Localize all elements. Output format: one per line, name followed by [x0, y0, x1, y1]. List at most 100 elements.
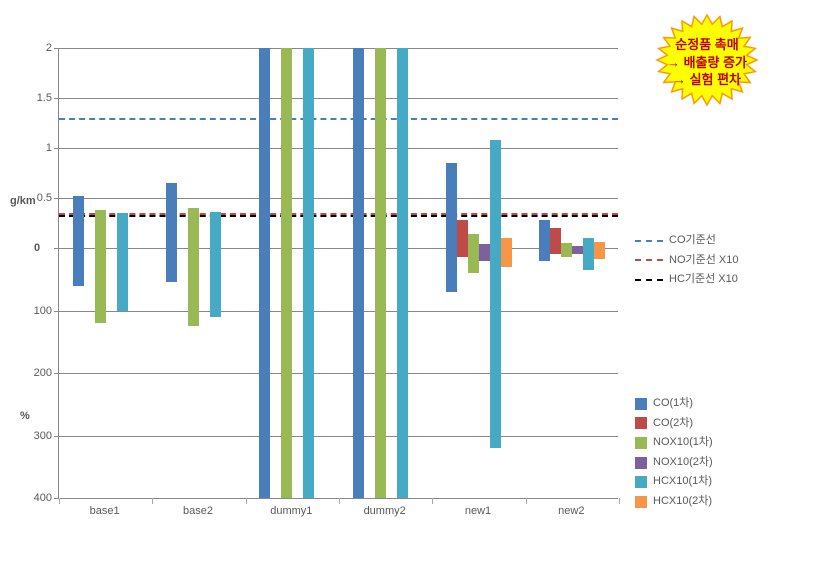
gridline: [59, 98, 618, 99]
bar: [73, 248, 84, 286]
category-separator: [59, 498, 60, 504]
bar: [166, 183, 177, 248]
legend-label: NOX10(1차): [653, 434, 713, 452]
bar: [501, 248, 512, 267]
legend-series: CO(1차)CO(2차)NOX10(1차)NOX10(2차)HCX10(1차)H…: [635, 395, 713, 513]
legend-swatch: [635, 437, 647, 449]
tick: [54, 48, 59, 49]
x-tick-label: dummy1: [270, 505, 312, 517]
plot-area: [58, 48, 618, 498]
gridline: [59, 311, 618, 312]
legend-reference-lines: CO기준선 NO기준선 X10HC기준선 X10: [635, 232, 739, 291]
x-tick-label: base2: [183, 505, 213, 517]
y-tick-label: 2: [0, 42, 52, 54]
starburst-line2: → 배출량 증가: [627, 54, 787, 72]
y-tick-label: 300: [0, 430, 52, 442]
legend-swatch: [635, 417, 647, 429]
bar: [281, 48, 292, 248]
bar: [303, 48, 314, 248]
bar: [117, 248, 128, 311]
reference-line: [59, 118, 618, 120]
y-tick-label: 200: [0, 367, 52, 379]
bar: [583, 248, 594, 270]
bar: [572, 248, 583, 254]
bar: [468, 234, 479, 248]
tick: [54, 373, 59, 374]
legend-swatch: [635, 398, 647, 410]
legend-label: HC기준선 X10: [669, 271, 738, 289]
category-separator: [339, 498, 340, 504]
bar: [501, 238, 512, 248]
legend-item: NO기준선 X10: [635, 252, 739, 270]
legend-label: CO기준선: [669, 232, 716, 250]
bar: [397, 48, 408, 248]
bar: [188, 208, 199, 248]
bar: [210, 248, 221, 317]
gridline: [59, 436, 618, 437]
legend-item: CO기준선: [635, 232, 739, 250]
bar: [188, 248, 199, 326]
y-tick-label: 1: [0, 142, 52, 154]
legend-label: CO(2차): [653, 415, 693, 433]
starburst-line3: → 실험 편차: [627, 71, 787, 89]
bar: [303, 248, 314, 498]
bar: [259, 248, 270, 498]
legend-swatch: [635, 496, 647, 508]
bar: [353, 248, 364, 498]
bar: [457, 220, 468, 248]
x-tick-label: dummy2: [364, 505, 406, 517]
legend-item: HC기준선 X10: [635, 271, 739, 289]
bar: [468, 248, 479, 273]
x-tick-label: new1: [465, 505, 491, 517]
x-tick-label: base1: [90, 505, 120, 517]
category-separator: [526, 498, 527, 504]
legend-swatch-line: [635, 240, 663, 242]
legend-item: HCX10(2차): [635, 493, 713, 511]
bar: [479, 248, 490, 261]
starburst-line1: 순정품 촉매: [627, 36, 787, 54]
bar: [457, 248, 468, 257]
gridline: [59, 48, 618, 49]
y-tick-label: 0.5: [0, 192, 52, 204]
bar: [117, 213, 128, 248]
bar: [95, 210, 106, 248]
bar: [490, 140, 501, 248]
reference-line: [59, 215, 618, 217]
tick: [54, 148, 59, 149]
legend-swatch-line: [635, 259, 663, 261]
legend-item: CO(1차): [635, 395, 713, 413]
legend-swatch: [635, 457, 647, 469]
bar: [375, 248, 386, 498]
x-tick-label: new2: [558, 505, 584, 517]
bar: [353, 48, 364, 248]
tick: [54, 311, 59, 312]
bar: [550, 228, 561, 248]
tick: [54, 98, 59, 99]
legend-item: NOX10(1차): [635, 434, 713, 452]
tick: [54, 436, 59, 437]
bar: [561, 248, 572, 257]
bar: [73, 196, 84, 248]
bar: [281, 248, 292, 498]
zero-label: 0: [34, 242, 40, 254]
y-tick-label: 400: [0, 492, 52, 504]
starburst-callout: 순정품 촉매 → 배출량 증가 → 실험 편차: [627, 10, 787, 110]
chart-wrapper: 순정품 촉매 → 배출량 증가 → 실험 편차 g/km % 0 base1ba…: [0, 0, 827, 565]
bar: [594, 248, 605, 259]
legend-label: HCX10(2차): [653, 493, 712, 511]
bar: [539, 220, 550, 248]
bar: [95, 248, 106, 323]
tick: [54, 248, 59, 249]
gridline: [59, 373, 618, 374]
bar: [259, 48, 270, 248]
bar: [446, 163, 457, 248]
category-separator: [246, 498, 247, 504]
gridline: [59, 148, 618, 149]
legend-swatch: [635, 476, 647, 488]
starburst-text: 순정품 촉매 → 배출량 증가 → 실험 편차: [627, 36, 787, 89]
category-separator: [152, 498, 153, 504]
legend-item: CO(2차): [635, 415, 713, 433]
bar: [375, 48, 386, 248]
category-separator: [619, 498, 620, 504]
category-separator: [432, 498, 433, 504]
